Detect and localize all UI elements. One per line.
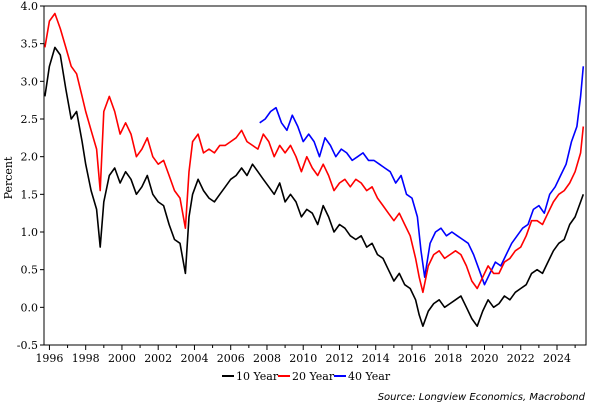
x-tick-label: 1996 (35, 352, 63, 365)
y-axis-title: Percent (2, 156, 15, 199)
legend-label: 40 Year (348, 370, 391, 383)
y-tick-label: -0.5 (17, 339, 38, 352)
series-line-10-year (44, 46, 585, 328)
x-tick-label: 2020 (470, 352, 498, 365)
y-tick-label: 3.0 (21, 75, 39, 88)
series-line-40-year (259, 66, 585, 286)
y-tick-label: 1.0 (21, 226, 39, 239)
series-layer (44, 12, 585, 328)
legend-label: 10 Year (236, 370, 279, 383)
x-tick-label: 2024 (543, 352, 571, 365)
x-axis: 1996 1998 2000 2002 2004 2006 2008 2010 2012 2014… (35, 345, 576, 365)
series-line-20-year (44, 12, 585, 294)
x-tick-label: 2000 (108, 352, 136, 365)
x-tick-label: 2022 (507, 352, 535, 365)
y-tick-label: 4.0 (21, 0, 39, 13)
y-tick-label: 0.5 (21, 264, 39, 277)
x-tick-label: 2010 (289, 352, 317, 365)
y-tick-label: 0.0 (21, 301, 39, 314)
y-tick-label: 3.5 (21, 38, 39, 51)
plot-area (43, 5, 587, 346)
x-tick-label: 2012 (325, 352, 353, 365)
x-tick-label: 1998 (72, 352, 100, 365)
y-tick-label: 2.0 (21, 151, 39, 164)
legend-label: 20 Year (292, 370, 335, 383)
y-tick-label: 1.5 (21, 188, 39, 201)
source-note: Source: Longview Economics, Macrobond (378, 392, 586, 403)
y-axis: 4.0 3.5 3.0 2.5 2.0 1.5 1.0 0.5 0.0 -0.5 (17, 0, 44, 352)
x-tick-label: 2008 (253, 352, 281, 365)
legend: 10 Year 20 Year 40 Year (222, 370, 391, 383)
x-tick-label: 2014 (362, 352, 390, 365)
x-tick-label: 2006 (217, 352, 245, 365)
x-tick-label: 2004 (180, 352, 208, 365)
x-tick-label: 2018 (434, 352, 462, 365)
x-tick-label: 2016 (398, 352, 426, 365)
x-tick-label: 2002 (144, 352, 172, 365)
y-tick-label: 2.5 (21, 113, 39, 126)
